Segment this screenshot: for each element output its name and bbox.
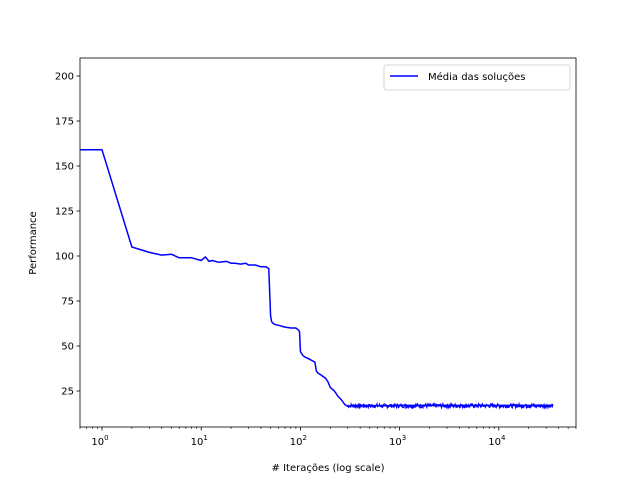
x-tick-label: 102 bbox=[290, 434, 307, 448]
legend: Média das soluções bbox=[383, 64, 571, 91]
y-axis-title: Performance bbox=[28, 211, 39, 274]
x-axis-title: # Iterações (log scale) bbox=[272, 463, 385, 474]
y-tick-label: 75 bbox=[61, 297, 74, 308]
legend-box bbox=[383, 64, 571, 91]
x-axis: 100 101 102 103 104 bbox=[79, 427, 577, 448]
y-tick-label: 200 bbox=[55, 72, 74, 83]
x-tick-label: 104 bbox=[488, 434, 506, 448]
y-tick-label: 25 bbox=[61, 387, 74, 398]
series-layer bbox=[80, 149, 554, 410]
axes-frame bbox=[79, 57, 577, 428]
y-tick-label: 125 bbox=[55, 207, 74, 218]
y-tick-label: 50 bbox=[61, 342, 74, 353]
x-tick-label: 103 bbox=[389, 434, 406, 448]
y-axis: 25 50 75 100 125 150 175 200 bbox=[55, 72, 80, 398]
series-noise bbox=[347, 401, 554, 410]
legend-entry: Média das soluções bbox=[428, 71, 526, 83]
y-tick-label: 150 bbox=[55, 162, 74, 173]
x-tick-label: 101 bbox=[191, 434, 208, 448]
y-tick-label: 175 bbox=[55, 117, 74, 128]
y-tick-label: 100 bbox=[55, 252, 74, 263]
x-tick-label: 100 bbox=[91, 434, 108, 448]
series-line bbox=[80, 149, 553, 408]
